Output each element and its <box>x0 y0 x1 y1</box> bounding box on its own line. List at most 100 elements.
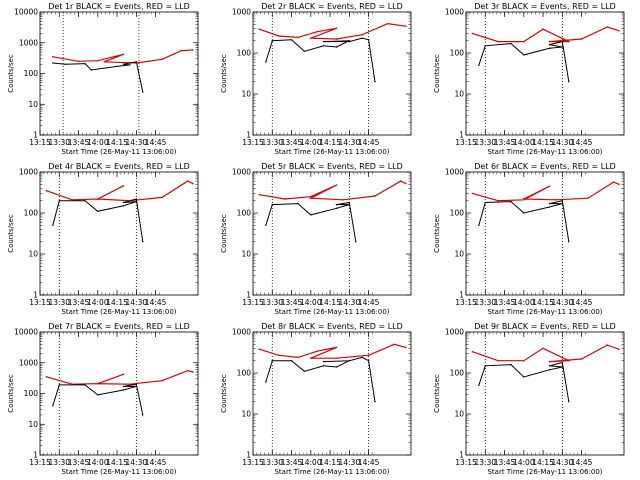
x-tick-label: 14:00 <box>300 138 322 147</box>
lld-point <box>192 49 194 51</box>
y-tick-label: 1000 <box>445 328 464 337</box>
x-tick-label: 14:00 <box>513 138 535 147</box>
lld-point <box>161 379 163 382</box>
y-axis-label: Counts/sec <box>220 54 228 93</box>
lld-point <box>310 37 312 39</box>
x-tick-label: 14:45 <box>571 138 593 147</box>
chart-panel-3: Det 3r BLACK = Events, RED = LLD 1 10 100 10… <box>433 2 625 156</box>
lld-point <box>335 184 338 186</box>
y-tick-label: 10 <box>28 250 38 259</box>
lld-point <box>77 60 80 63</box>
events-point <box>303 50 306 53</box>
events-point <box>135 198 138 200</box>
events-point <box>135 383 138 385</box>
lld-point <box>405 25 407 28</box>
lld-point <box>71 383 73 386</box>
x-tick-label: 14:30 <box>552 458 574 467</box>
chart-panel-6: Det 6r BLACK = Events, RED = LLD 1 10 100 10… <box>433 162 625 316</box>
events-point <box>84 384 86 386</box>
x-tick-label: 14:00 <box>87 298 109 307</box>
lld-point <box>122 53 125 56</box>
lld-point <box>310 197 312 199</box>
events-point <box>548 47 551 50</box>
x-axis-label: Start Time (26-May-11 13:06:00) <box>61 308 176 316</box>
x-tick-label: 13:30 <box>261 138 283 147</box>
events-point <box>561 199 564 202</box>
x-tick-label: 14:15 <box>106 458 128 467</box>
lld-point <box>45 375 48 378</box>
lld-point <box>471 350 474 353</box>
events-point <box>348 359 351 362</box>
lld-point <box>548 40 551 43</box>
x-tick-label: 14:15 <box>319 298 341 307</box>
y-tick-label: 10 <box>28 420 38 429</box>
y-tick-label: 100 <box>24 389 39 398</box>
events-point <box>561 202 564 205</box>
x-tick-label: 14:45 <box>358 138 380 147</box>
events-point <box>335 207 338 210</box>
x-axis-label: Start Time (26-May-11 13:06:00) <box>487 468 602 476</box>
x-tick-label: 14:45 <box>358 298 380 307</box>
chart-title: Det 6r BLACK = Events, RED = LLD <box>474 162 616 171</box>
events-point <box>122 201 125 204</box>
y-tick-label: 10 <box>241 250 251 259</box>
events-point <box>335 366 338 368</box>
lld-point <box>361 33 363 36</box>
y-axis-label: Counts/sec <box>220 374 228 413</box>
events-point <box>135 200 138 203</box>
x-tick-label: 13:45 <box>281 298 303 307</box>
x-axis-label: Start Time (26-May-11 13:06:00) <box>61 148 176 156</box>
x-tick-label: 14:30 <box>126 298 148 307</box>
events-point <box>322 360 325 363</box>
x-tick-label: 13:30 <box>474 298 496 307</box>
events-point <box>367 359 370 362</box>
lld-point <box>367 354 370 357</box>
y-tick-label: 1 <box>33 451 38 460</box>
lld-point <box>542 28 544 31</box>
lld-point <box>606 344 609 346</box>
chart-title: Det 9r BLACK = Events, RED = LLD <box>474 322 616 331</box>
lld-point <box>186 180 189 182</box>
y-tick-label: 1 <box>246 291 251 300</box>
events-point <box>122 205 125 207</box>
events-point <box>548 43 551 46</box>
series-events-line <box>478 40 570 82</box>
lld-point <box>335 357 338 359</box>
x-tick-label: 13:15 <box>29 458 51 467</box>
x-tick-label: 14:45 <box>145 138 167 147</box>
lld-point <box>523 198 525 200</box>
lld-point <box>393 343 396 346</box>
plot-frame <box>252 171 412 296</box>
events-point <box>355 240 357 243</box>
events-point <box>297 202 299 205</box>
y-tick-label: 1000 <box>19 168 38 177</box>
x-axis-label: Start Time (26-May-11 13:06:00) <box>61 468 176 476</box>
events-point <box>523 376 525 378</box>
lld-point <box>103 61 106 63</box>
lld-point <box>135 62 138 64</box>
events-point <box>484 201 486 204</box>
events-point <box>322 45 325 47</box>
lld-point <box>297 356 299 359</box>
x-tick-label: 13:15 <box>242 298 264 307</box>
lld-point <box>45 189 48 192</box>
series-events-line <box>478 200 570 242</box>
lld-point <box>548 185 551 188</box>
x-tick-label: 14:30 <box>126 138 148 147</box>
x-tick-label: 13:45 <box>494 138 516 147</box>
events-point <box>135 61 138 63</box>
lld-point <box>374 195 376 197</box>
y-tick-label: 1000 <box>445 168 464 177</box>
chart-panel-8: Det 8r BLACK = Events, RED = LLD 1 10 100 10… <box>220 322 412 476</box>
y-tick-label: 1 <box>459 451 464 460</box>
y-tick-label: 1 <box>246 451 251 460</box>
y-axis-label: Counts/sec <box>433 214 441 253</box>
x-tick-label: 13:30 <box>261 458 283 467</box>
y-tick-label: 100 <box>24 209 39 218</box>
x-tick-label: 14:30 <box>339 298 361 307</box>
x-tick-label: 13:15 <box>455 298 477 307</box>
events-point <box>265 61 267 63</box>
x-tick-label: 13:45 <box>68 138 90 147</box>
lld-point <box>580 38 583 40</box>
series-lld-line <box>52 49 193 64</box>
